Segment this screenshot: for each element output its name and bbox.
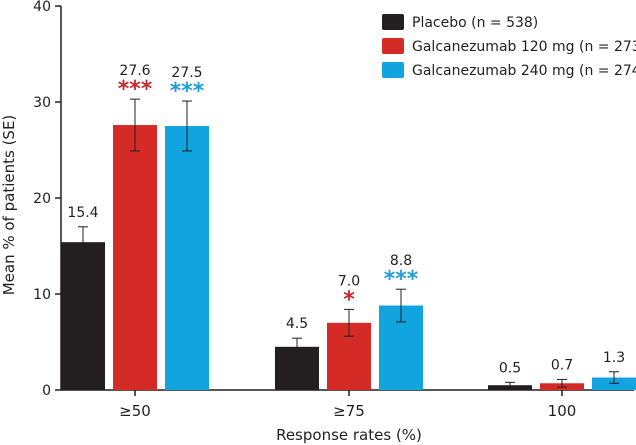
legend-swatch xyxy=(382,14,404,30)
significance-label: *** xyxy=(170,79,205,104)
data-label: 27.5 xyxy=(171,65,202,81)
data-label: 8.8 xyxy=(390,253,412,269)
y-tick-label: 40 xyxy=(33,0,51,15)
legend-label: Galcanezumab 240 mg (n = 274) xyxy=(412,63,636,79)
y-tick-label: 20 xyxy=(33,191,51,207)
x-axis-label: Response rates (%) xyxy=(276,426,422,444)
legend-label: Galcanezumab 120 mg (n = 273) xyxy=(412,39,636,55)
legend-label: Placebo (n = 538) xyxy=(412,15,538,31)
bar xyxy=(165,126,209,390)
bar xyxy=(113,125,157,390)
y-tick-label: 10 xyxy=(33,287,51,303)
legend: Placebo (n = 538) Galcanezumab 120 mg (n … xyxy=(382,14,636,79)
x-axis: ≥50 ≥75 100 xyxy=(61,389,634,420)
bars: 15.4***27.6***27.54.5*7.0 ***8.80.5 0.7 1.3 xyxy=(61,63,636,390)
data-label: 0.5 xyxy=(499,360,521,376)
y-axis-label: Mean % of patients (SE) xyxy=(0,115,18,296)
significance-label: * xyxy=(343,287,355,312)
y-tick-label: 0 xyxy=(42,383,51,399)
bar xyxy=(61,242,105,390)
data-label: 15.4 xyxy=(67,205,98,221)
significance-label: *** xyxy=(118,77,153,102)
legend-swatch xyxy=(382,62,404,78)
significance-label: *** xyxy=(384,267,419,292)
legend-swatch xyxy=(382,38,404,54)
data-label: 7.0 xyxy=(338,273,360,289)
x-tick-label: 100 xyxy=(548,402,577,420)
data-label: 27.6 xyxy=(119,63,150,79)
data-label: 1.3 xyxy=(603,350,625,366)
y-axis: 0 10 20 30 40 xyxy=(33,0,62,399)
data-label: 4.5 xyxy=(286,316,308,332)
x-tick-label: ≥75 xyxy=(333,402,365,420)
data-label: 0.7 xyxy=(551,357,573,373)
y-tick-label: 30 xyxy=(33,95,51,111)
x-tick-label: ≥50 xyxy=(119,402,151,420)
